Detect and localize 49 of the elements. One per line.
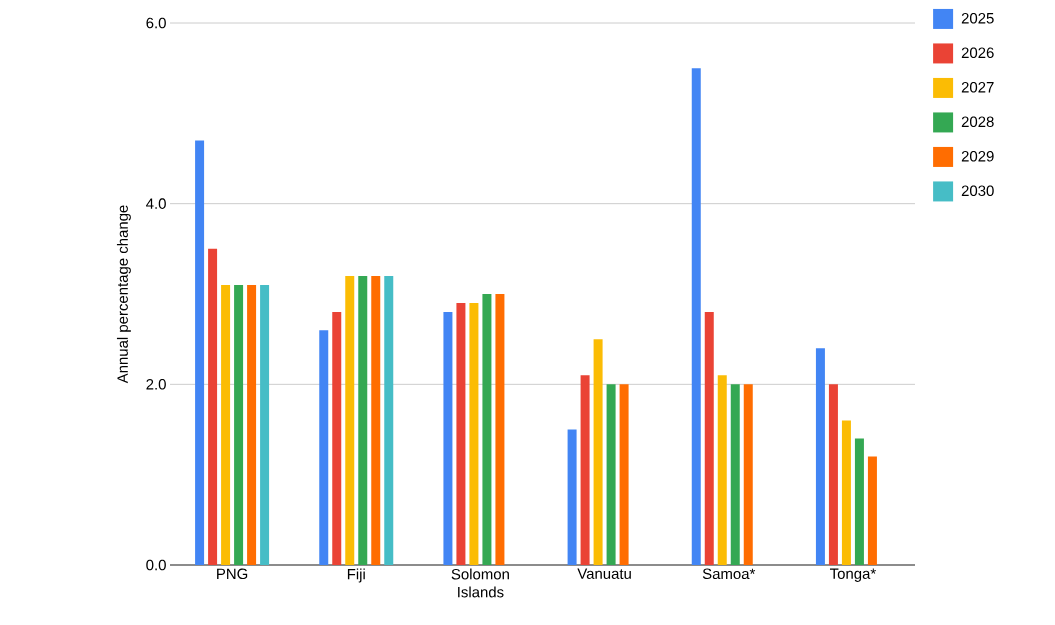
legend-label: 2025	[961, 12, 994, 24]
bar	[384, 275, 394, 565]
x-tick-label: Samoa*	[702, 568, 756, 580]
bar	[260, 284, 270, 565]
y-tick-label: 0.0	[146, 559, 166, 571]
y-axis-title: Annual percentage change	[116, 205, 131, 384]
bar	[841, 420, 851, 565]
bar	[691, 68, 701, 565]
bar	[482, 294, 492, 565]
x-tick-label: PNG	[217, 568, 248, 580]
bar	[828, 384, 838, 565]
y-tick-label: 2.0	[146, 379, 166, 390]
legend-label: 2030	[961, 185, 994, 197]
bar	[443, 312, 453, 565]
bar	[815, 348, 825, 565]
bar	[371, 275, 381, 565]
bar	[743, 384, 753, 565]
bar	[456, 303, 466, 565]
bar	[606, 384, 616, 565]
legend-label: 2027	[961, 81, 994, 93]
legend-label: 2029	[961, 150, 994, 162]
bar	[567, 429, 577, 565]
bar	[221, 284, 231, 565]
legend-label: 2026	[961, 47, 994, 59]
bar	[247, 284, 257, 565]
bar	[358, 275, 368, 565]
bar	[704, 312, 714, 565]
y-tick-label: 6.0	[146, 17, 166, 29]
bar	[730, 384, 740, 565]
bar	[867, 456, 877, 565]
bar	[208, 248, 218, 565]
bar	[332, 312, 342, 565]
y-tick-label: 4.0	[146, 198, 166, 209]
x-tick-label: Fiji	[347, 568, 365, 583]
bar	[319, 330, 329, 565]
bar	[854, 438, 864, 565]
bar	[345, 275, 355, 565]
legend-label: 2028	[961, 116, 994, 128]
bar	[495, 294, 505, 565]
bar	[195, 140, 205, 565]
x-tick-label: Tonga*	[829, 568, 876, 582]
bar	[593, 339, 603, 565]
x-tick-label: Vanuatu	[577, 568, 631, 579]
bar	[580, 375, 590, 565]
bar	[619, 384, 629, 565]
x-tick-label: Solomon Islands	[451, 568, 509, 598]
bar	[717, 375, 727, 565]
bar	[234, 284, 244, 565]
bar	[469, 303, 479, 565]
